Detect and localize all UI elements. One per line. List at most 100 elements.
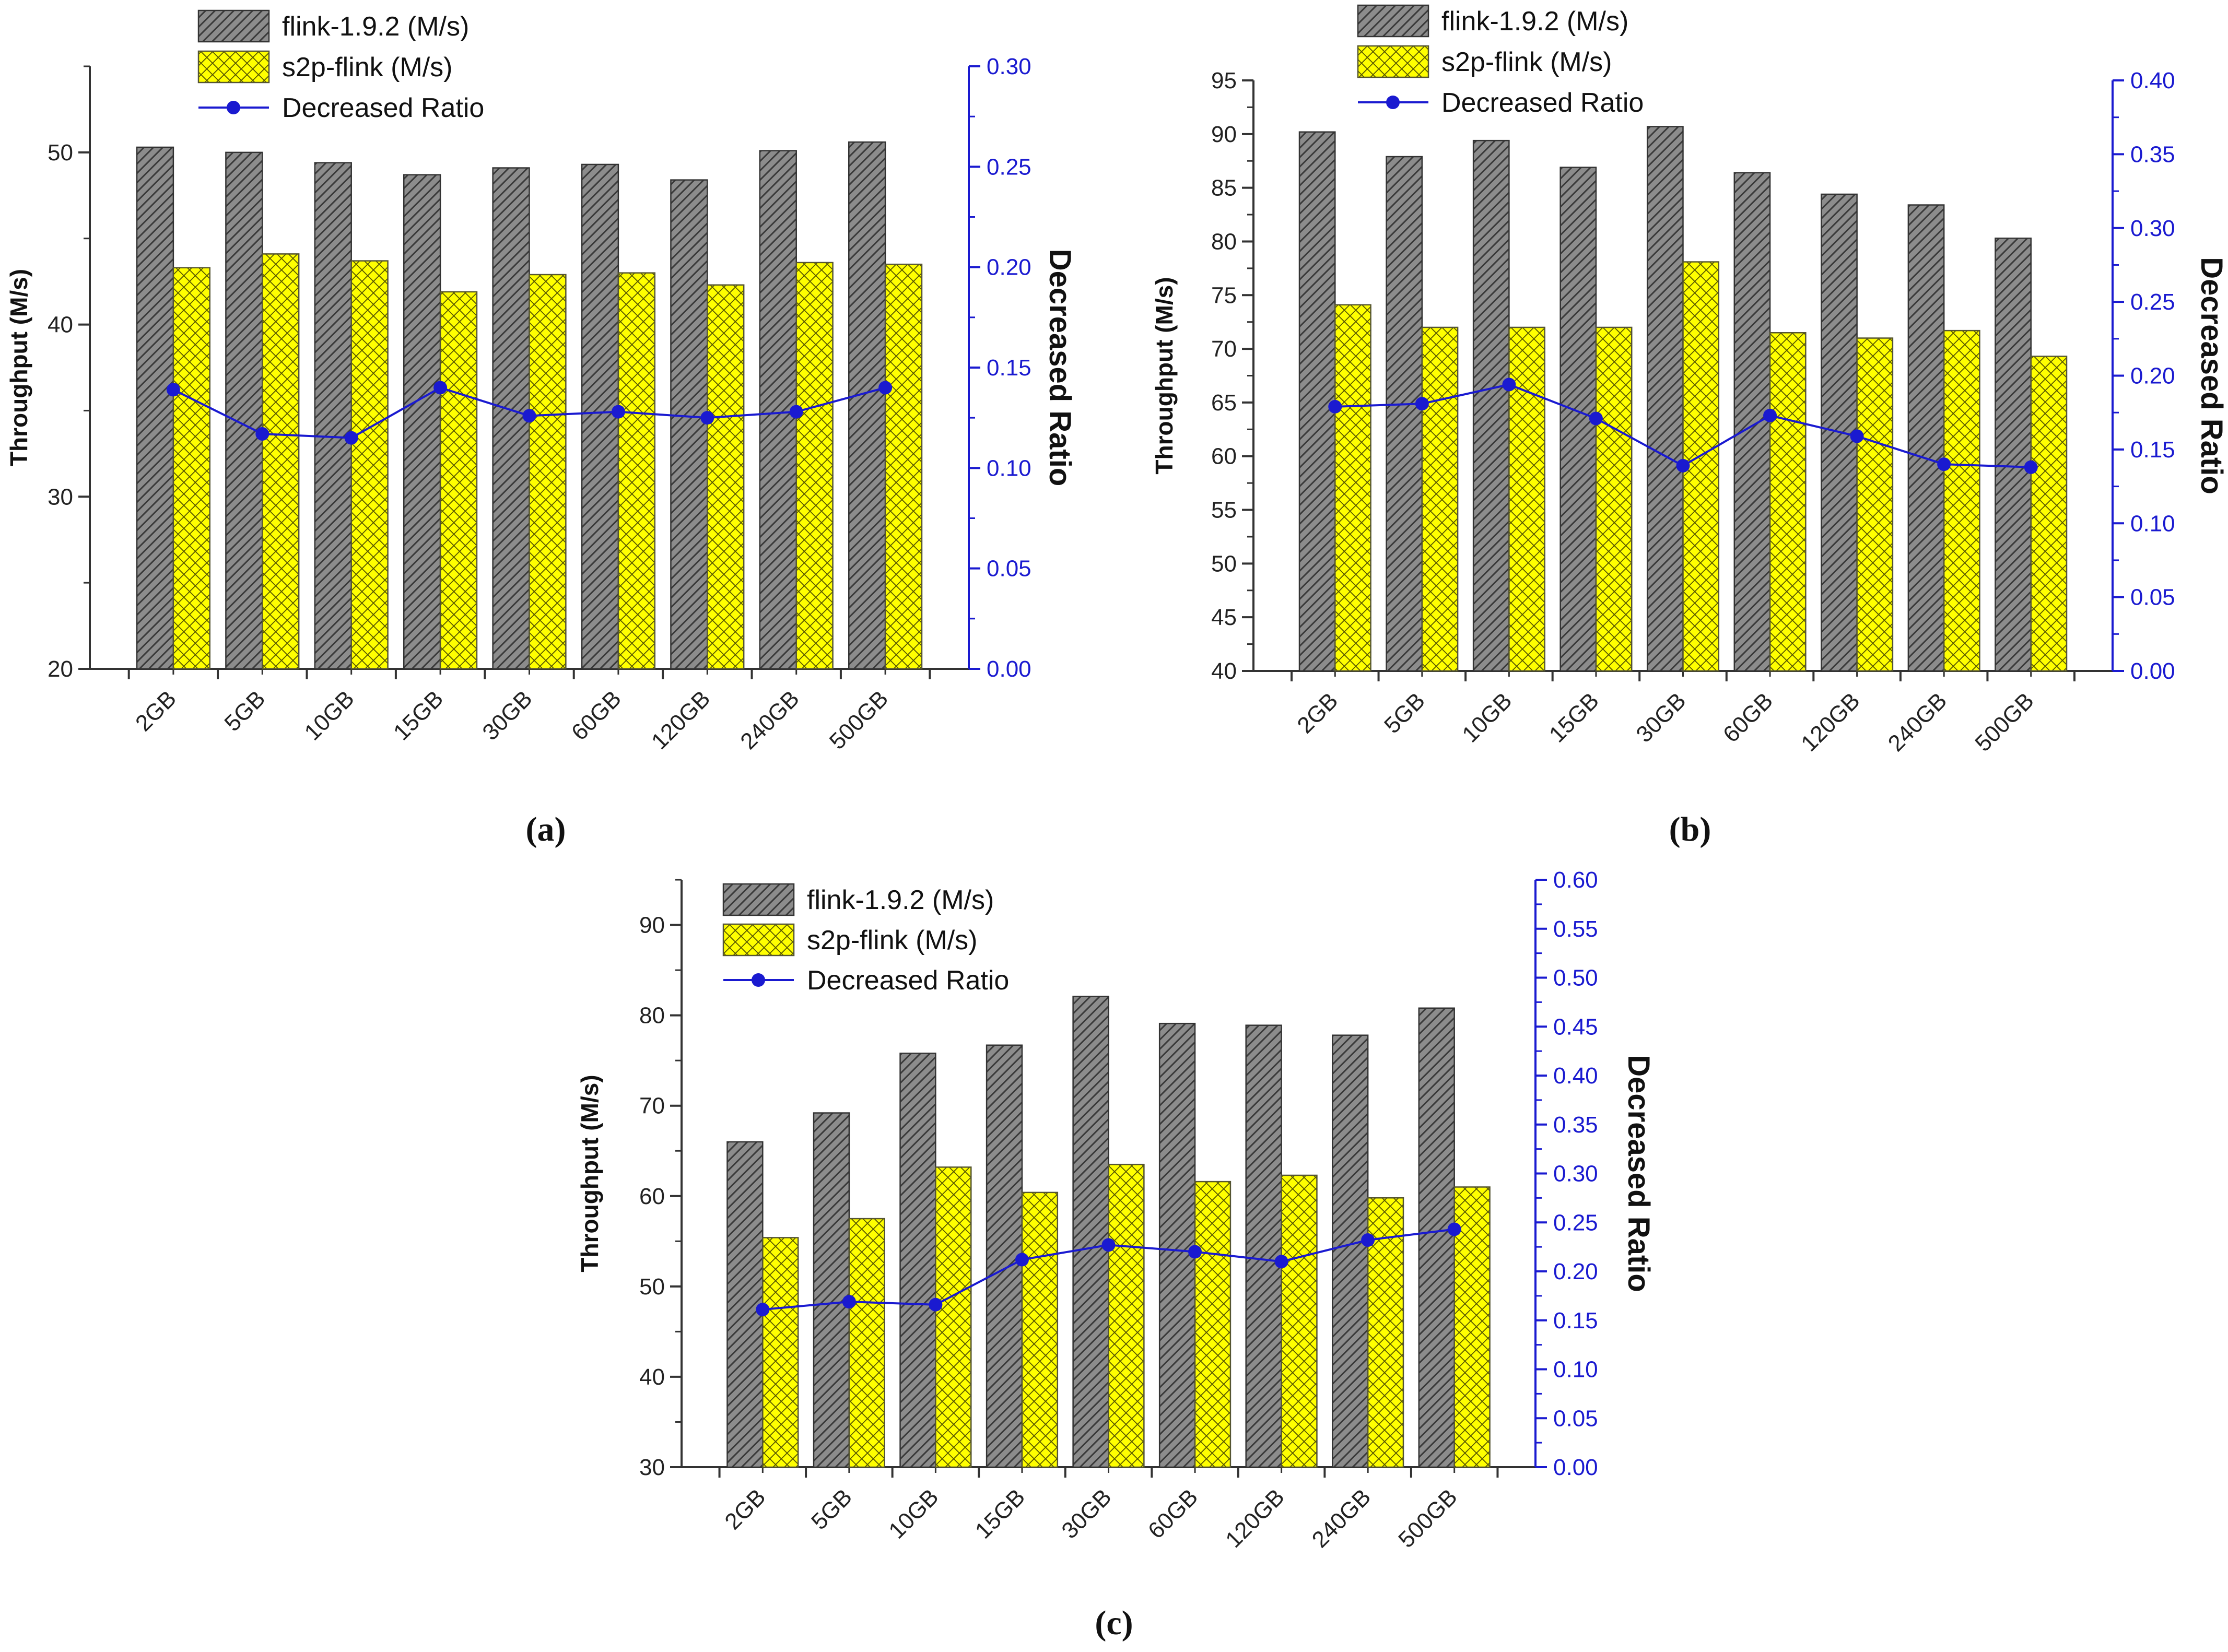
x-category-label: 30GB xyxy=(477,686,537,745)
ratio-point xyxy=(789,405,803,419)
y-axis-title: Throughput (M/s) xyxy=(5,269,32,466)
y2-tick-label: 0.00 xyxy=(1553,1455,1598,1480)
y2-tick-label: 0.30 xyxy=(987,54,1031,79)
y-tick-label: 85 xyxy=(1211,175,1237,201)
bar-s2p-flink xyxy=(1595,326,1633,672)
x-category-label: 5GB xyxy=(806,1484,857,1535)
bar-flink xyxy=(813,1112,850,1468)
x-category-label: 5GB xyxy=(219,686,270,736)
y-axis-title: Throughput (M/s) xyxy=(576,1075,603,1272)
y-tick-label: 95 xyxy=(1211,68,1237,93)
ratio-point xyxy=(166,383,180,397)
y2-tick-label: 0.20 xyxy=(1553,1259,1598,1284)
bar-flink xyxy=(225,151,263,670)
y-tick-label: 50 xyxy=(639,1274,665,1300)
y-tick-label: 40 xyxy=(639,1364,665,1390)
ratio-point xyxy=(842,1295,856,1309)
legend-label-flink: flink-1.9.2 (M/s) xyxy=(282,11,469,42)
y-tick-label: 90 xyxy=(639,913,665,938)
y-tick-label: 60 xyxy=(1211,444,1237,469)
x-category-label: 15GB xyxy=(389,686,448,745)
ratio-point xyxy=(1447,1222,1461,1236)
legend-label-ratio: Decreased Ratio xyxy=(282,93,484,123)
x-category-label: 2GB xyxy=(131,686,181,736)
ratio-point xyxy=(1415,397,1429,411)
x-category-label: 2GB xyxy=(1292,688,1343,738)
y-tick-label: 70 xyxy=(1211,336,1237,362)
ratio-point xyxy=(344,431,358,445)
y-tick-label: 60 xyxy=(639,1184,665,1209)
y2-axis-title: Decreased Ratio xyxy=(1622,1055,1656,1292)
bar-s2p-flink xyxy=(762,1237,799,1468)
panel-caption: (a) xyxy=(526,810,566,848)
panel-caption: (b) xyxy=(1669,810,1711,848)
legend: flink-1.9.2 (M/s) s2p-flink (M/s) Decrease… xyxy=(1357,4,1644,118)
y2-tick-label: 0.55 xyxy=(1553,916,1598,942)
panel-caption: (c) xyxy=(1095,1604,1133,1642)
ratio-point xyxy=(1328,399,1342,414)
bar-flink xyxy=(1072,996,1109,1468)
y2-tick-label: 0.10 xyxy=(2130,511,2175,536)
bar-flink xyxy=(136,146,174,670)
bar-s2p-flink xyxy=(1453,1186,1491,1468)
legend: flink-1.9.2 (M/s) s2p-flink (M/s) Decrease… xyxy=(722,883,1009,996)
y-tick-label: 80 xyxy=(1211,229,1237,254)
ratio-point xyxy=(433,381,448,395)
y2-tick-label: 0.15 xyxy=(987,355,1031,381)
bar-s2p-flink xyxy=(1421,326,1459,672)
y2-tick-label: 0.45 xyxy=(1553,1014,1598,1040)
ratio-point xyxy=(1589,411,1603,426)
bar-s2p-flink xyxy=(1508,326,1545,672)
y2-tick-label: 0.40 xyxy=(2130,68,2175,93)
bar-s2p-flink xyxy=(1856,337,1894,672)
ratio-point xyxy=(1015,1253,1029,1267)
legend-swatch-ratio-point xyxy=(1386,96,1400,109)
ratio-point xyxy=(1937,457,1951,471)
bar-flink xyxy=(670,179,708,670)
ratio-point xyxy=(522,409,536,423)
ratio-point xyxy=(611,405,625,419)
y2-tick-label: 0.30 xyxy=(1553,1161,1598,1187)
bar-s2p-flink xyxy=(1281,1174,1318,1468)
bar-flink xyxy=(1907,204,1945,672)
y-tick-label: 80 xyxy=(639,1003,665,1029)
y2-tick-label: 0.40 xyxy=(1553,1063,1598,1089)
ratio-point xyxy=(1274,1255,1288,1269)
x-category-label: 60GB xyxy=(1143,1484,1203,1543)
y-tick-label: 30 xyxy=(48,484,73,510)
legend-label-ratio: Decreased Ratio xyxy=(1441,88,1644,118)
y2-tick-label: 0.60 xyxy=(1553,867,1598,893)
legend-swatch-flink xyxy=(1357,4,1429,38)
y2-tick-label: 0.30 xyxy=(2130,216,2175,241)
x-category-label: 120GB xyxy=(647,686,716,754)
y2-tick-label: 0.50 xyxy=(1553,965,1598,991)
legend-label-s2p: s2p-flink (M/s) xyxy=(282,52,452,82)
x-category-label: 240GB xyxy=(1883,688,1952,757)
bar-flink xyxy=(1158,1022,1196,1468)
y-tick-label: 20 xyxy=(48,656,73,682)
y-tick-label: 65 xyxy=(1211,390,1237,416)
bar-s2p-flink xyxy=(439,291,478,670)
bar-s2p-flink xyxy=(172,267,211,670)
bar-s2p-flink xyxy=(935,1166,972,1468)
bar-flink xyxy=(1245,1024,1282,1468)
y2-tick-label: 0.10 xyxy=(1553,1357,1598,1383)
x-category-label: 500GB xyxy=(1970,688,2039,757)
y-tick-label: 50 xyxy=(1211,551,1237,576)
legend-swatch-ratio-point xyxy=(752,973,765,987)
chart-panels: 20 30 40 50 0.00 0.05 0.10 0.15 0.20 0.25 0.30 2GB 5… xyxy=(5,4,2228,1642)
x-category-label: 5GB xyxy=(1379,688,1430,738)
chart-panel-2: 40 45 50 55 60 65 70 75 80 85 90 95 0.00 0.05 0.10 0.15… xyxy=(1151,4,2228,848)
legend-swatch-s2p xyxy=(1357,45,1429,78)
x-category-label: 60GB xyxy=(1718,688,1778,747)
y-tick-label: 40 xyxy=(48,312,73,338)
y-tick-label: 45 xyxy=(1211,605,1237,630)
y2-tick-label: 0.00 xyxy=(2130,658,2175,684)
bar-s2p-flink xyxy=(1021,1191,1059,1468)
legend-swatch-ratio-point xyxy=(227,101,240,114)
legend-label-flink: flink-1.9.2 (M/s) xyxy=(807,885,994,915)
bar-s2p-flink xyxy=(1943,329,1980,672)
bar-flink xyxy=(848,141,886,670)
y2-tick-label: 0.25 xyxy=(987,154,1031,180)
